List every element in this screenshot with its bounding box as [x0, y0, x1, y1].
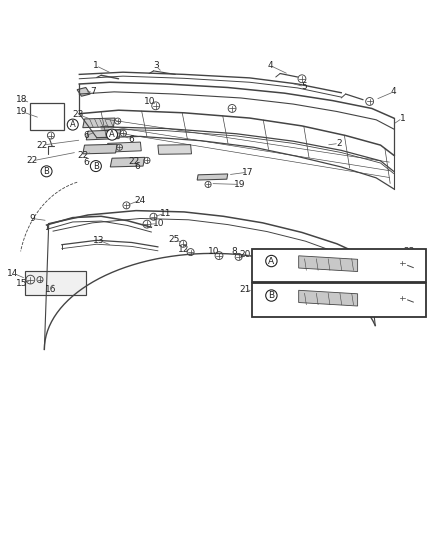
Text: 6: 6: [134, 163, 140, 172]
Text: A: A: [268, 256, 275, 265]
Text: 2: 2: [336, 139, 342, 148]
Text: 6: 6: [406, 293, 412, 302]
Text: 1: 1: [399, 114, 405, 123]
Text: 10: 10: [144, 97, 156, 106]
Bar: [252, 283, 426, 317]
Text: 22: 22: [36, 141, 48, 150]
Text: 4: 4: [268, 61, 273, 70]
Text: 10: 10: [153, 219, 165, 228]
Text: 23: 23: [403, 281, 415, 290]
Polygon shape: [299, 290, 357, 306]
Text: 16: 16: [45, 285, 57, 294]
Text: 19: 19: [16, 107, 28, 116]
Bar: [252, 249, 426, 282]
Polygon shape: [110, 157, 145, 167]
Polygon shape: [83, 144, 117, 154]
Polygon shape: [197, 174, 228, 180]
Text: 6: 6: [128, 134, 134, 143]
Text: 5: 5: [301, 82, 307, 91]
Text: 4: 4: [391, 87, 396, 96]
Text: 22: 22: [253, 259, 264, 268]
Text: 11: 11: [306, 272, 317, 280]
Polygon shape: [158, 144, 191, 154]
Text: 24: 24: [135, 196, 146, 205]
Text: A: A: [70, 120, 76, 129]
Text: 7: 7: [90, 87, 96, 96]
Text: 20: 20: [240, 250, 251, 259]
Polygon shape: [86, 130, 121, 140]
Text: 22: 22: [128, 157, 139, 166]
Text: 23: 23: [403, 247, 415, 256]
Text: 12: 12: [177, 245, 189, 254]
Text: 13: 13: [93, 236, 105, 245]
Text: 21: 21: [240, 285, 251, 294]
Polygon shape: [25, 271, 86, 295]
Polygon shape: [77, 87, 90, 96]
Text: A: A: [109, 130, 115, 139]
Text: 23: 23: [73, 110, 84, 119]
Text: 10: 10: [208, 247, 219, 256]
Text: 6: 6: [83, 158, 89, 167]
Text: 22: 22: [253, 294, 264, 302]
Text: 24: 24: [306, 257, 317, 266]
Text: 18: 18: [16, 95, 28, 104]
Polygon shape: [83, 118, 115, 128]
Text: 22: 22: [27, 156, 38, 165]
Text: 6: 6: [406, 257, 412, 266]
Polygon shape: [299, 256, 357, 271]
Text: 3: 3: [153, 61, 159, 70]
Text: 19: 19: [234, 180, 246, 189]
Text: 17: 17: [242, 168, 253, 177]
Text: 8: 8: [231, 247, 237, 256]
Text: 22: 22: [77, 151, 88, 160]
Text: 6: 6: [83, 131, 89, 140]
Text: B: B: [268, 291, 275, 300]
Text: 1: 1: [93, 61, 99, 70]
Text: 25: 25: [169, 235, 180, 244]
Text: 11: 11: [160, 209, 172, 218]
Text: B: B: [93, 161, 99, 171]
Text: B: B: [44, 167, 49, 176]
Text: 15: 15: [16, 279, 28, 288]
Text: 9: 9: [29, 214, 35, 223]
Polygon shape: [108, 142, 141, 152]
Text: 14: 14: [7, 269, 18, 278]
